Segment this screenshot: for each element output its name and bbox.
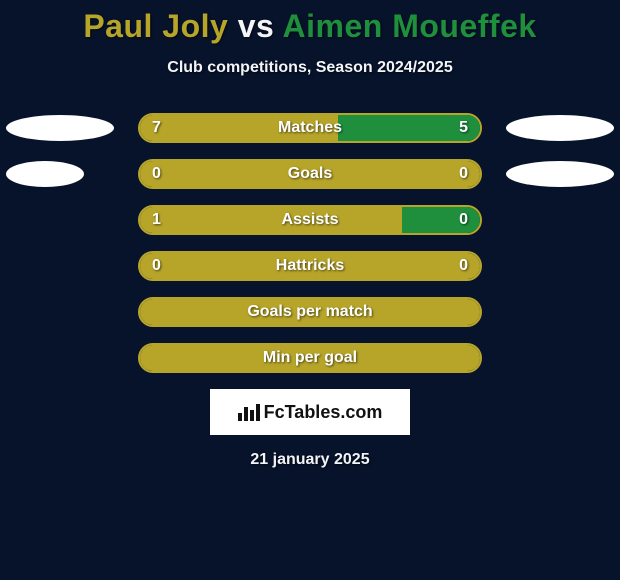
stat-row: 10Assists <box>0 205 620 235</box>
player1-ellipse <box>6 115 114 141</box>
stat-bar: 00Hattricks <box>138 251 482 281</box>
player2-value: 0 <box>459 165 468 183</box>
stat-row: 75Matches <box>0 113 620 143</box>
stat-row: 00Hattricks <box>0 251 620 281</box>
player2-ellipse <box>506 161 614 187</box>
player2-ellipse <box>506 115 614 141</box>
player1-value: 0 <box>152 165 161 183</box>
stat-bar: Min per goal <box>138 343 482 373</box>
logo-badge: FcTables.com <box>210 389 410 435</box>
stat-bar: Goals per match <box>138 297 482 327</box>
stat-row: Goals per match <box>0 297 620 327</box>
player1-bar-seg: 1 <box>140 207 402 233</box>
player2-name: Aimen Moueffek <box>283 8 537 44</box>
player1-bar-seg: 7 <box>140 115 338 141</box>
player1-bar-seg <box>140 299 480 325</box>
player1-value: 1 <box>152 211 161 229</box>
player1-ellipse <box>6 161 84 187</box>
stat-bar: 75Matches <box>138 113 482 143</box>
player2-value: 0 <box>459 257 468 275</box>
stat-row: Min per goal <box>0 343 620 373</box>
logo-text: FcTables.com <box>264 402 383 423</box>
comparison-infographic: Paul Joly vs Aimen Moueffek Club competi… <box>0 0 620 580</box>
stat-bar: 10Assists <box>138 205 482 235</box>
stat-row: 00Goals <box>0 159 620 189</box>
player2-bar-seg: 0 <box>402 207 480 233</box>
player2-value: 0 <box>459 211 468 229</box>
stat-rows: 75Matches00Goals10Assists00HattricksGoal… <box>0 113 620 373</box>
player1-value: 7 <box>152 119 161 137</box>
player2-bar-seg: 5 <box>338 115 480 141</box>
chart-icon <box>238 403 260 421</box>
player1-value: 0 <box>152 257 161 275</box>
date-label: 21 january 2025 <box>0 451 620 469</box>
player2-value: 5 <box>459 119 468 137</box>
stat-bar: 00Goals <box>138 159 482 189</box>
vs-label: vs <box>238 8 275 44</box>
player1-bar-seg: 0 <box>140 253 480 279</box>
title: Paul Joly vs Aimen Moueffek <box>0 0 620 45</box>
player1-bar-seg <box>140 345 480 371</box>
player1-name: Paul Joly <box>83 8 228 44</box>
subtitle: Club competitions, Season 2024/2025 <box>0 59 620 77</box>
player1-bar-seg: 0 <box>140 161 480 187</box>
